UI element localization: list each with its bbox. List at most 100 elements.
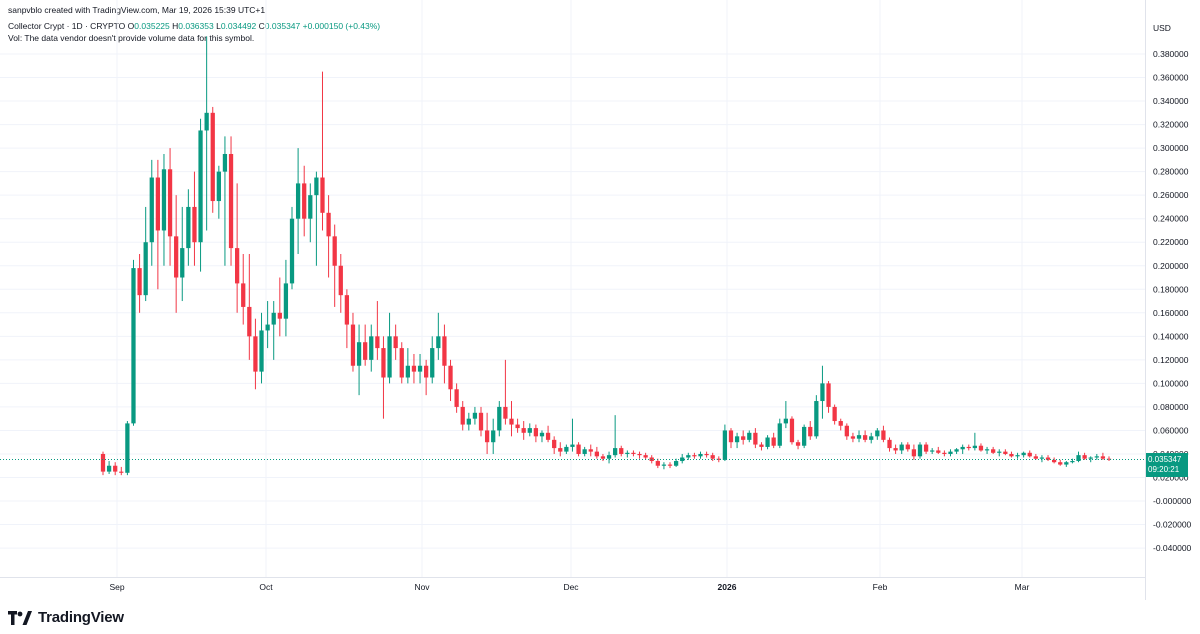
candle-body: [747, 432, 752, 440]
candle-body: [759, 444, 764, 447]
candle: [570, 418, 575, 452]
price-tick-label: 0.140000: [1153, 331, 1189, 341]
candle-body: [704, 453, 709, 456]
candle: [1009, 451, 1014, 458]
price-tick-label: 0.240000: [1153, 214, 1189, 224]
candle: [491, 418, 496, 454]
candle: [820, 365, 825, 419]
candle-body: [643, 455, 648, 458]
candle-body: [192, 206, 197, 243]
low-value: 0.034492: [220, 21, 257, 31]
candle-body: [167, 169, 173, 237]
candle: [789, 416, 795, 445]
candle-body: [869, 436, 874, 440]
candle: [466, 412, 471, 431]
candle: [564, 444, 569, 454]
open-label: O: [127, 21, 135, 31]
candle: [795, 439, 801, 450]
candle-body: [210, 112, 215, 202]
candle-body: [338, 265, 343, 296]
candle-body: [545, 432, 551, 440]
candle: [747, 430, 752, 443]
candle-body: [344, 295, 350, 325]
candle-body: [710, 455, 715, 459]
candle: [576, 442, 581, 457]
candle: [613, 415, 618, 458]
candle: [521, 421, 526, 440]
candle-body: [850, 436, 856, 439]
candle: [741, 430, 746, 445]
candle-body: [198, 130, 203, 243]
candle: [125, 421, 130, 476]
candle: [930, 448, 935, 454]
candle-body: [789, 418, 795, 443]
volume-note: Vol: The data vendor doesn't provide vol…: [8, 33, 255, 43]
candle-body: [619, 448, 624, 454]
candle-body: [844, 425, 849, 437]
tradingview-footer: TradingView: [8, 609, 124, 626]
candle-body: [923, 444, 929, 452]
candle-body: [448, 365, 453, 390]
candle: [167, 148, 173, 266]
candle: [582, 446, 587, 457]
candle: [1088, 456, 1093, 463]
candle: [222, 136, 228, 266]
candle-body: [484, 430, 490, 443]
price-tick-label: 0.340000: [1153, 96, 1189, 106]
candle-body: [564, 446, 569, 452]
candle: [960, 444, 965, 454]
currency-label[interactable]: USD: [1153, 23, 1171, 33]
price-tick-label: 0.220000: [1153, 237, 1189, 247]
candle-body: [332, 236, 337, 266]
candle-body: [991, 449, 996, 453]
candle-body: [283, 283, 289, 319]
candle-body: [387, 336, 392, 378]
candle: [972, 432, 978, 451]
candle: [594, 446, 599, 459]
candle-body: [832, 406, 837, 422]
candle: [686, 452, 691, 460]
candle-body: [631, 452, 636, 454]
candle: [247, 253, 252, 360]
time-tick-label: 2026: [718, 582, 737, 592]
candle-body: [222, 153, 228, 172]
candle-body: [527, 428, 532, 433]
candle-body: [204, 112, 209, 131]
candle-body: [100, 453, 106, 472]
candle-body: [143, 242, 148, 296]
candle-body: [783, 418, 788, 424]
candle-body: [1064, 462, 1069, 465]
candle-body: [1027, 452, 1032, 457]
candlestick-chart[interactable]: 0.380000 0.360000 0.340000 0.320000 0.300000…: [0, 0, 1200, 600]
candle: [424, 359, 429, 396]
candle-body: [180, 248, 185, 278]
candle-body: [289, 218, 295, 284]
candle-body: [887, 439, 892, 449]
candle-body: [625, 452, 630, 454]
candle-body: [576, 444, 581, 454]
candle: [436, 312, 441, 360]
candle-body: [369, 336, 374, 360]
candle-body: [430, 348, 435, 378]
candle-body: [234, 248, 240, 284]
candle: [210, 106, 215, 213]
candle-body: [960, 446, 965, 450]
candle-body: [125, 423, 130, 473]
candle: [936, 446, 941, 454]
candle-body: [777, 423, 782, 446]
candle-body: [186, 206, 191, 249]
candle-body: [1106, 458, 1112, 460]
candle-body: [399, 348, 404, 378]
candle: [558, 442, 563, 457]
candle: [180, 206, 185, 302]
candle-body: [600, 456, 606, 459]
symbol-name[interactable]: Collector Crypt · 1D · CRYPTO: [8, 21, 126, 31]
candle-body: [972, 445, 978, 449]
candle-body: [716, 458, 721, 460]
candle: [759, 442, 764, 451]
candle-body: [137, 268, 142, 296]
candle-body: [472, 412, 478, 419]
candle-body: [1094, 456, 1099, 458]
candle-body: [149, 177, 154, 243]
candle-body: [1100, 456, 1106, 459]
